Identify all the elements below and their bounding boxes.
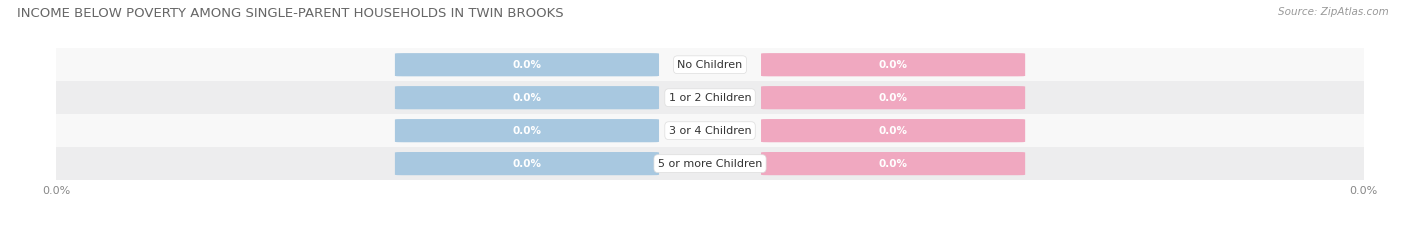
Text: 0.0%: 0.0% — [512, 126, 541, 136]
FancyBboxPatch shape — [395, 152, 659, 175]
FancyBboxPatch shape — [761, 152, 1025, 175]
FancyBboxPatch shape — [761, 86, 1025, 109]
Bar — [56, 48, 1364, 81]
Text: 0.0%: 0.0% — [512, 159, 541, 169]
Text: 0.0%: 0.0% — [879, 159, 908, 169]
FancyBboxPatch shape — [761, 119, 1025, 142]
Text: Source: ZipAtlas.com: Source: ZipAtlas.com — [1278, 7, 1389, 17]
FancyBboxPatch shape — [395, 86, 659, 109]
Text: 1 or 2 Children: 1 or 2 Children — [669, 93, 751, 103]
FancyBboxPatch shape — [761, 53, 1025, 76]
FancyBboxPatch shape — [395, 119, 659, 142]
FancyBboxPatch shape — [395, 53, 659, 76]
Text: 0.0%: 0.0% — [512, 93, 541, 103]
Text: No Children: No Children — [678, 60, 742, 70]
Text: 3 or 4 Children: 3 or 4 Children — [669, 126, 751, 136]
Bar — [56, 81, 1364, 114]
Bar — [56, 147, 1364, 180]
Text: INCOME BELOW POVERTY AMONG SINGLE-PARENT HOUSEHOLDS IN TWIN BROOKS: INCOME BELOW POVERTY AMONG SINGLE-PARENT… — [17, 7, 564, 20]
Text: 0.0%: 0.0% — [879, 93, 908, 103]
Text: 0.0%: 0.0% — [879, 126, 908, 136]
Bar — [56, 114, 1364, 147]
Text: 0.0%: 0.0% — [879, 60, 908, 70]
Text: 5 or more Children: 5 or more Children — [658, 159, 762, 169]
Text: 0.0%: 0.0% — [512, 60, 541, 70]
